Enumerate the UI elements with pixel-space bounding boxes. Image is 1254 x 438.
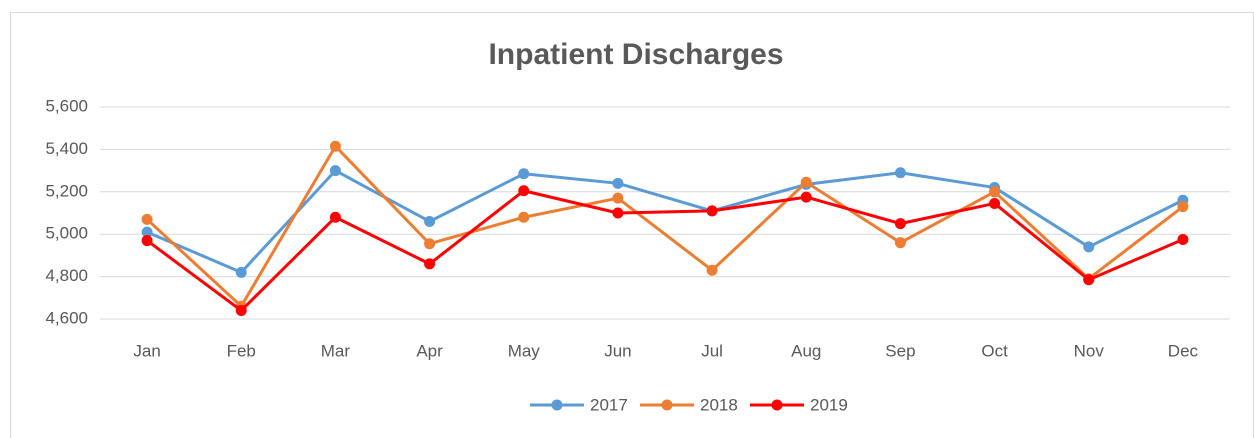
- x-tick-label: Feb: [227, 341, 256, 360]
- data-point: [329, 211, 341, 223]
- data-point: [518, 185, 530, 197]
- y-tick-label: 4,800: [45, 266, 88, 285]
- x-tick-label: Sep: [885, 341, 915, 360]
- x-tick-label: Aug: [791, 341, 821, 360]
- data-point: [1177, 201, 1189, 213]
- data-point: [989, 186, 1001, 198]
- y-tick-label: 5,400: [45, 139, 88, 158]
- data-point: [612, 207, 624, 219]
- data-point: [329, 165, 341, 177]
- data-point: [141, 213, 153, 225]
- x-tick-label: Oct: [981, 341, 1008, 360]
- series-line: [146, 189, 1184, 313]
- x-tick-label: May: [508, 341, 541, 360]
- data-point: [424, 238, 436, 250]
- legend-marker: [771, 399, 783, 411]
- x-tick-label: Jun: [604, 341, 631, 360]
- data-point: [706, 264, 718, 276]
- x-tick-label: Jul: [701, 341, 723, 360]
- data-point: [424, 215, 436, 227]
- data-point: [800, 191, 812, 203]
- legend-label: 2019: [810, 395, 848, 414]
- data-point: [612, 177, 624, 189]
- series-line: [146, 144, 1184, 308]
- data-point: [424, 258, 436, 270]
- legend-label: 2017: [590, 395, 628, 414]
- legend-label: 2018: [700, 395, 738, 414]
- data-point: [894, 167, 906, 179]
- data-point: [1177, 234, 1189, 245]
- data-point: [894, 237, 906, 249]
- y-tick-label: 5,600: [45, 96, 88, 115]
- x-tick-label: Dec: [1168, 341, 1199, 360]
- data-point: [141, 235, 153, 247]
- legend-marker: [661, 399, 673, 411]
- y-tick-label: 5,000: [45, 224, 88, 243]
- data-point: [894, 218, 906, 230]
- series-line: [146, 169, 1184, 274]
- data-point: [989, 197, 1001, 209]
- y-tick-label: 5,200: [45, 181, 88, 200]
- chart-frame: [10, 12, 1254, 438]
- data-point: [800, 176, 812, 188]
- y-tick-label: 4,600: [45, 308, 88, 327]
- data-point: [1083, 274, 1095, 286]
- x-tick-label: Mar: [321, 341, 351, 360]
- data-point: [706, 205, 718, 217]
- x-tick-label: Jan: [133, 341, 160, 360]
- data-point: [518, 168, 530, 180]
- data-point: [1083, 241, 1095, 253]
- data-point: [612, 192, 624, 204]
- data-point: [235, 266, 247, 278]
- data-point: [141, 226, 153, 238]
- data-point: [518, 211, 530, 223]
- legend-marker: [551, 399, 563, 411]
- chart-title: Inpatient Discharges: [488, 38, 783, 71]
- data-point: [329, 140, 341, 152]
- data-point: [235, 305, 247, 317]
- x-tick-label: Nov: [1074, 341, 1105, 360]
- x-tick-label: Apr: [416, 341, 443, 360]
